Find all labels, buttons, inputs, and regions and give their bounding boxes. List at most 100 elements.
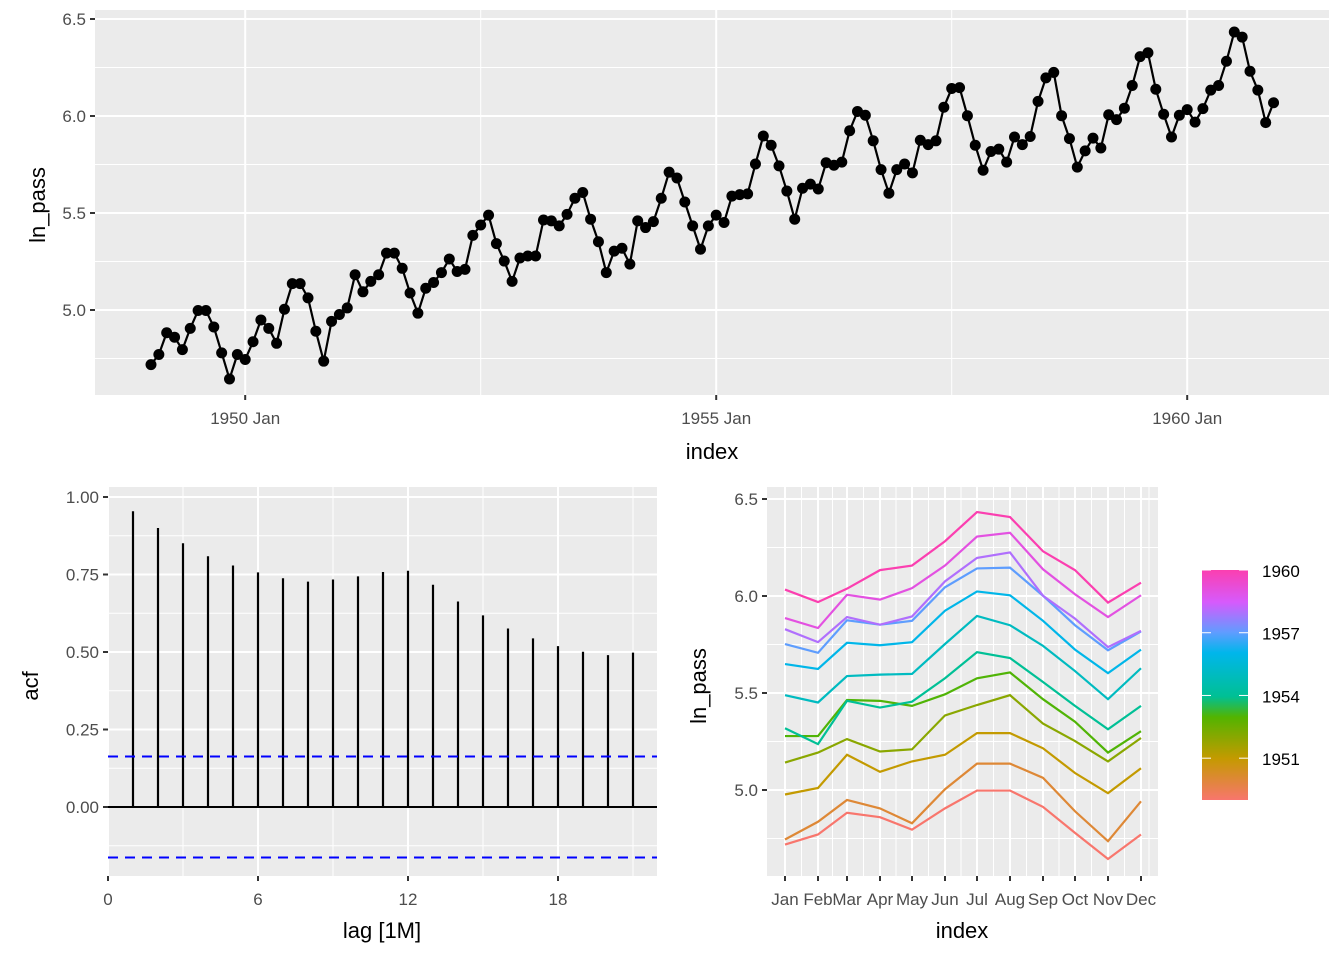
- data-point: [1252, 84, 1264, 96]
- data-point: [435, 267, 447, 279]
- x-tick-label: 1960 Jan: [1152, 409, 1222, 428]
- x-tick-label: 12: [399, 890, 418, 909]
- legend-colorbar: [1202, 570, 1248, 800]
- data-point: [647, 216, 659, 228]
- data-point: [702, 220, 714, 232]
- legend-label: 1960: [1262, 562, 1300, 581]
- data-point: [616, 242, 628, 254]
- x-tick-label: Jul: [966, 890, 988, 909]
- data-point: [969, 139, 981, 151]
- data-point: [844, 125, 856, 137]
- data-point: [812, 183, 824, 195]
- y-tick-label: 6.0: [62, 107, 86, 126]
- time-plot-background: [95, 10, 1329, 395]
- data-point: [906, 167, 918, 179]
- series-line-1959: [784, 531, 1142, 630]
- data-point: [506, 275, 518, 287]
- data-point: [655, 192, 667, 204]
- series-line-1957: [784, 566, 1142, 655]
- data-point: [428, 277, 440, 289]
- data-point: [1142, 47, 1154, 59]
- seasonal-plot-x-axis-title: index: [936, 918, 989, 943]
- data-point: [859, 109, 871, 121]
- series-line-1953: [785, 671, 1142, 754]
- y-tick-label: 0.00: [66, 798, 99, 817]
- x-tick-label: Nov: [1093, 890, 1124, 909]
- series-line-1958: [784, 551, 1142, 649]
- series-line-1960: [784, 510, 1142, 604]
- data-point: [216, 347, 228, 359]
- data-point: [1016, 139, 1028, 151]
- y-tick-label: 5.5: [62, 204, 86, 223]
- data-point: [1079, 145, 1091, 157]
- acf-plot-x-ticks: 0 6 12 18: [103, 876, 567, 909]
- data-point: [1268, 97, 1280, 109]
- data-point: [459, 263, 471, 275]
- data-point: [883, 187, 895, 199]
- data-point: [1103, 109, 1115, 121]
- data-point: [224, 373, 235, 385]
- legend-label: 1951: [1262, 750, 1300, 769]
- series-line-1949: [784, 789, 1142, 861]
- y-tick-label: 0.25: [66, 721, 99, 740]
- data-point: [1056, 110, 1068, 122]
- seasonal-plot-series: [784, 510, 1142, 861]
- seasonal-plot-y-axis-title: ln_pass: [686, 648, 711, 724]
- data-point: [1189, 116, 1201, 128]
- data-point: [153, 348, 165, 360]
- data-point: [1236, 31, 1248, 43]
- y-tick-label: 5.5: [734, 684, 758, 703]
- x-tick-label: 1950 Jan: [210, 409, 280, 428]
- data-point: [961, 110, 973, 122]
- data-point: [208, 321, 220, 333]
- data-point: [569, 192, 581, 204]
- x-tick-label: Apr: [867, 890, 894, 909]
- time-plot-x-ticks: 1950 Jan 1955 Jan 1960 Jan: [210, 395, 1222, 428]
- data-point: [592, 236, 604, 248]
- data-point: [545, 215, 557, 227]
- data-point: [804, 178, 816, 190]
- data-point: [561, 208, 573, 220]
- data-point: [145, 359, 157, 371]
- data-point: [1166, 131, 1177, 143]
- data-point: [1150, 83, 1162, 95]
- data-point: [412, 307, 424, 319]
- time-plot-series: [145, 26, 1280, 385]
- data-point: [1040, 72, 1052, 84]
- data-point: [1001, 156, 1013, 168]
- y-tick-label: 5.0: [734, 781, 758, 800]
- data-point: [710, 209, 722, 221]
- data-point: [239, 353, 251, 365]
- time-plot-x-axis-title: index: [686, 439, 739, 464]
- data-point: [231, 348, 243, 360]
- data-point: [1063, 133, 1075, 145]
- x-tick-label: Sep: [1028, 890, 1058, 909]
- data-point: [255, 314, 267, 326]
- data-point: [640, 222, 652, 234]
- data-point: [695, 243, 706, 255]
- acf-plot-y-ticks: 0.00 0.25 0.50 0.75 1.00: [66, 488, 108, 817]
- data-point: [176, 344, 188, 356]
- x-tick-label: Oct: [1062, 890, 1089, 909]
- time-plot-y-ticks: 5.0 5.5 6.0 6.5: [62, 10, 95, 320]
- x-tick-label: May: [896, 890, 929, 909]
- data-point: [687, 220, 699, 232]
- y-tick-label: 0.50: [66, 643, 99, 662]
- y-tick-label: 5.0: [62, 301, 86, 320]
- data-point: [773, 160, 785, 172]
- data-point: [286, 278, 298, 290]
- y-tick-label: 6.5: [62, 10, 86, 29]
- data-point: [1048, 66, 1060, 78]
- data-point: [349, 269, 361, 281]
- legend-ticks: 1951 1954 1957 1960: [1202, 562, 1300, 769]
- data-point: [318, 355, 330, 367]
- x-tick-label: Aug: [995, 890, 1025, 909]
- data-point: [490, 238, 502, 250]
- data-point: [1197, 103, 1209, 115]
- data-point: [938, 101, 950, 113]
- x-tick-label: 1955 Jan: [681, 409, 751, 428]
- seasonal-plot-y-ticks: 5.0 5.5 6.0 6.5: [734, 490, 767, 800]
- data-point: [326, 315, 338, 327]
- data-point: [1181, 104, 1193, 116]
